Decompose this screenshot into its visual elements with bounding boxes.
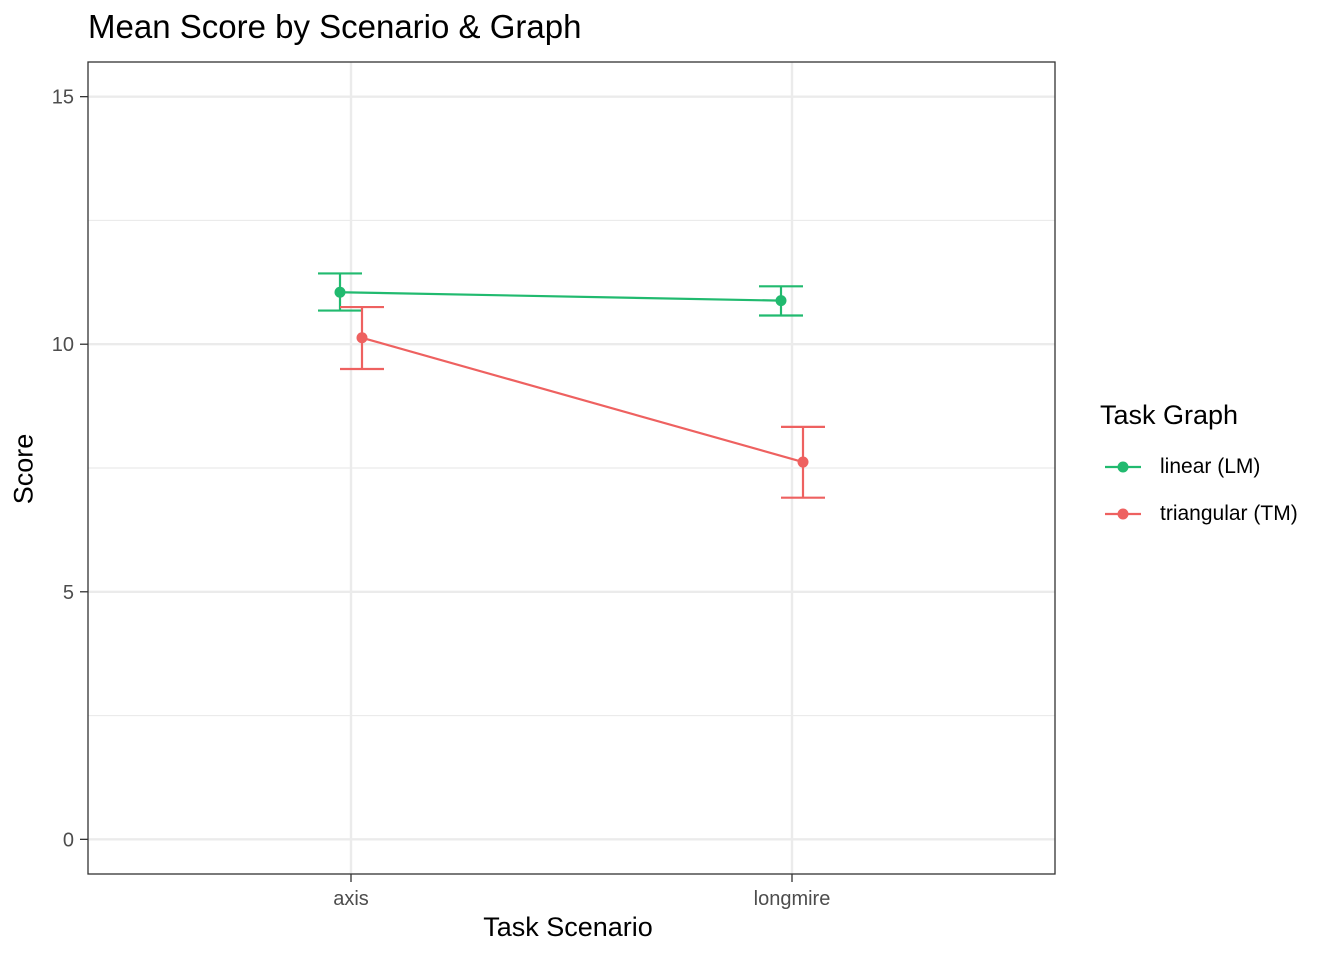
legend-label-linear: linear (LM) xyxy=(1160,455,1261,478)
series-line-linear xyxy=(339,291,782,302)
legend-key-point-linear xyxy=(1117,461,1129,473)
legend-label-triangular: triangular (TM) xyxy=(1160,502,1298,525)
minor-gridlines xyxy=(88,219,1055,717)
series-layer xyxy=(318,272,825,499)
data-point-triangular xyxy=(356,332,368,344)
legend-keys xyxy=(1105,461,1141,520)
y-axis: 0 5 10 15 xyxy=(52,87,88,851)
legend-title: Task Graph xyxy=(1100,400,1239,430)
x-axis-title: Task Scenario xyxy=(483,912,653,942)
y-tick-label: 0 xyxy=(63,829,74,851)
x-tick-label: longmire xyxy=(754,888,831,910)
y-tick-label: 15 xyxy=(52,87,74,109)
series-line-triangular xyxy=(361,336,804,464)
data-point-linear xyxy=(775,295,787,307)
chart-title: Mean Score by Scenario & Graph xyxy=(88,8,582,45)
y-tick-label: 10 xyxy=(52,334,74,356)
y-tick-label: 5 xyxy=(63,582,74,604)
data-point-triangular xyxy=(797,456,809,468)
major-gridlines xyxy=(88,62,1055,874)
y-axis-title: Score xyxy=(8,433,39,505)
x-axis: axis longmire xyxy=(333,874,830,910)
legend-key-point-triangular xyxy=(1117,508,1129,520)
data-point-linear xyxy=(334,286,346,298)
plot-border xyxy=(87,61,1056,875)
x-tick-label: axis xyxy=(333,888,369,910)
